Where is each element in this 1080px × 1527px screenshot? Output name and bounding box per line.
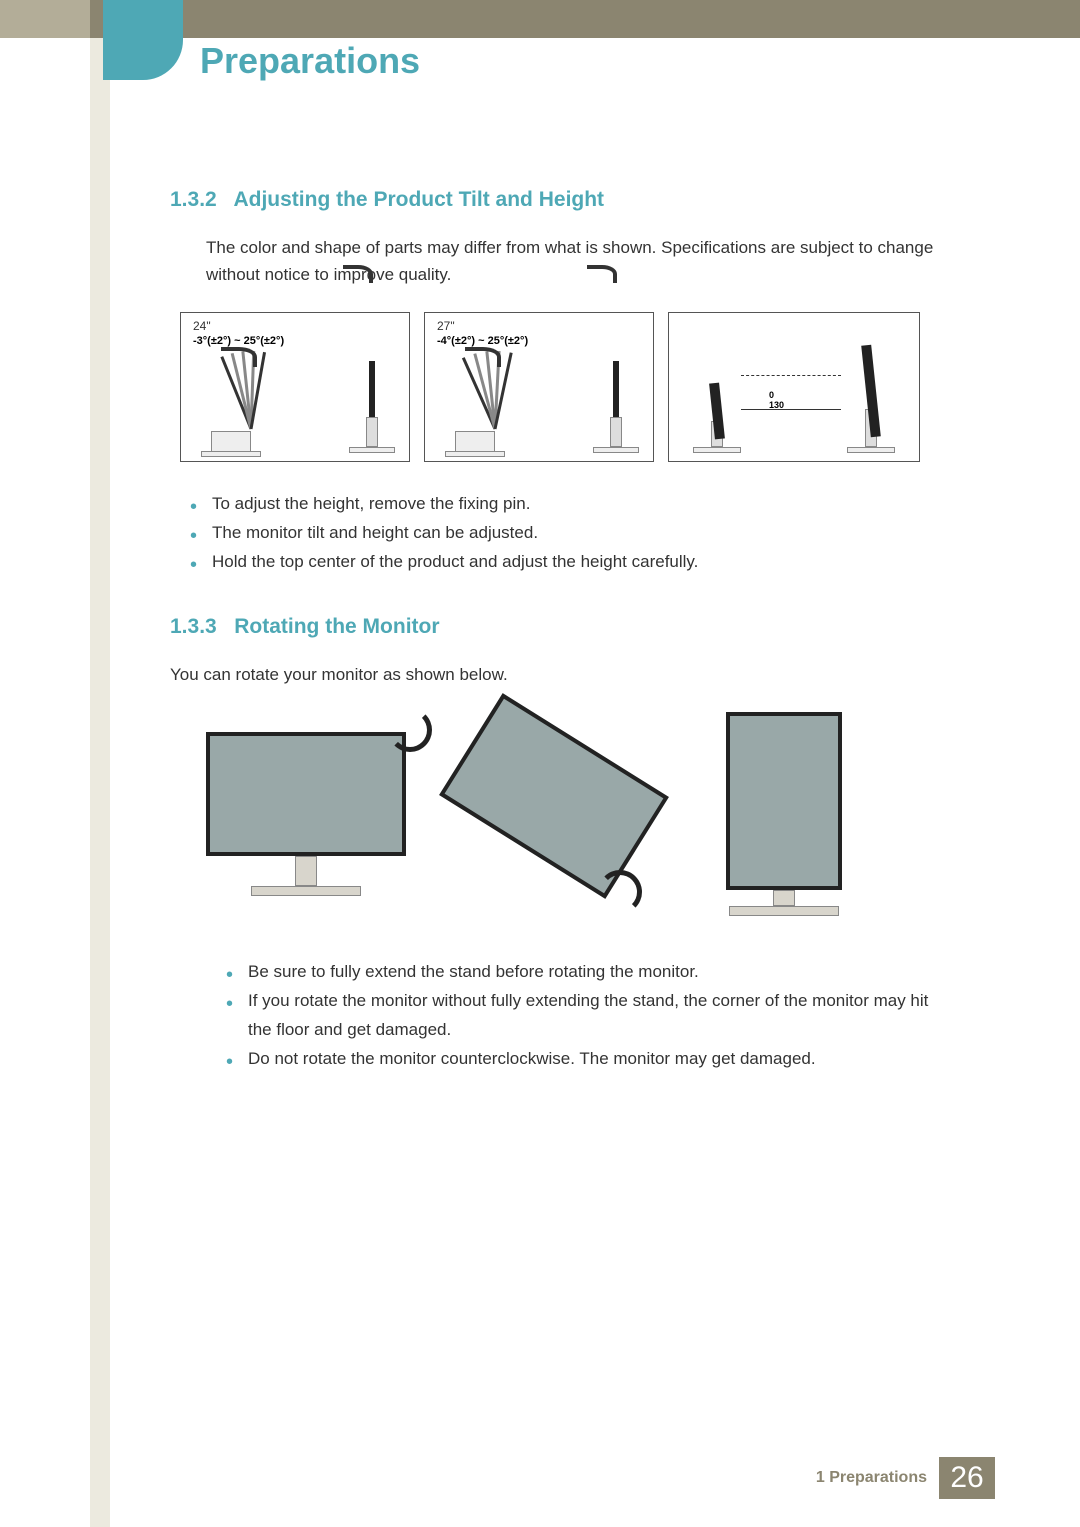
left-stripe — [90, 0, 110, 1527]
dim-line-bottom — [741, 409, 841, 410]
bullet: The monitor tilt and height can be adjus… — [188, 519, 940, 548]
stand-foot-24 — [201, 451, 261, 457]
header-band-light — [0, 0, 90, 38]
size-label-24: 24" — [193, 319, 211, 333]
section-132-intro: The color and shape of parts may differ … — [206, 234, 940, 288]
footer-chapter: 1 Preparations — [816, 1469, 927, 1487]
tilt-spec-24: -3°(±2°) ~ 25°(±2°) — [193, 335, 284, 347]
monitor-landscape — [206, 732, 406, 896]
bullet: If you rotate the monitor without fully … — [224, 987, 940, 1045]
height-view-27 — [593, 361, 639, 453]
section-title: Rotating the Monitor — [234, 615, 439, 638]
stand-base-27 — [455, 431, 495, 453]
height-diagram: 0 130 — [668, 312, 920, 462]
height-dim: 0 130 — [769, 391, 784, 411]
rotate-arrow-top — [388, 708, 432, 752]
tilt-diagram-24: 24" -3°(±2°) ~ 25°(±2°) — [180, 312, 410, 462]
stand-foot-27 — [445, 451, 505, 457]
section-number: 1.3.2 — [170, 188, 217, 211]
size-label-27: 27" — [437, 319, 455, 333]
section-132-bullets: To adjust the height, remove the fixing … — [188, 490, 940, 577]
section-heading-132: 1.3.2 Adjusting the Product Tilt and Hei… — [170, 188, 940, 212]
dim-line-top — [741, 375, 841, 376]
tilt-spec-27: -4°(±2°) ~ 25°(±2°) — [437, 335, 528, 347]
tilt-height-diagrams: 24" -3°(±2°) ~ 25°(±2°) — [180, 312, 940, 462]
content-area: 1.3.2 Adjusting the Product Tilt and Hei… — [170, 188, 940, 1112]
chapter-tab — [103, 0, 183, 80]
bullet: Do not rotate the monitor counterclockwi… — [224, 1045, 940, 1074]
bullet: To adjust the height, remove the fixing … — [188, 490, 940, 519]
tilt-arc-24 — [221, 347, 257, 367]
monitor-high — [847, 345, 895, 453]
monitor-low — [693, 383, 741, 453]
bullet: Hold the top center of the product and a… — [188, 548, 940, 577]
rotate-diagram — [206, 712, 906, 932]
tilt-arc-27 — [465, 347, 501, 367]
section-133-bullets: Be sure to fully extend the stand before… — [224, 958, 940, 1074]
section-number: 1.3.3 — [170, 615, 217, 638]
section-133-intro: You can rotate your monitor as shown bel… — [170, 661, 940, 688]
section-heading-133: 1.3.3 Rotating the Monitor — [170, 615, 940, 639]
footer-page-number: 26 — [939, 1457, 995, 1499]
page-title: Preparations — [200, 40, 420, 82]
monitor-portrait — [726, 712, 842, 916]
height-view-24 — [349, 361, 395, 453]
stand-tilted — [538, 860, 604, 900]
section-title: Adjusting the Product Tilt and Height — [233, 188, 604, 211]
stand-base-24 — [211, 431, 251, 453]
footer: 1 Preparations 26 — [816, 1457, 995, 1499]
bullet: Be sure to fully extend the stand before… — [224, 958, 940, 987]
rotate-arrow-bottom — [598, 870, 642, 914]
tilt-diagram-27: 27" -4°(±2°) ~ 25°(±2°) — [424, 312, 654, 462]
